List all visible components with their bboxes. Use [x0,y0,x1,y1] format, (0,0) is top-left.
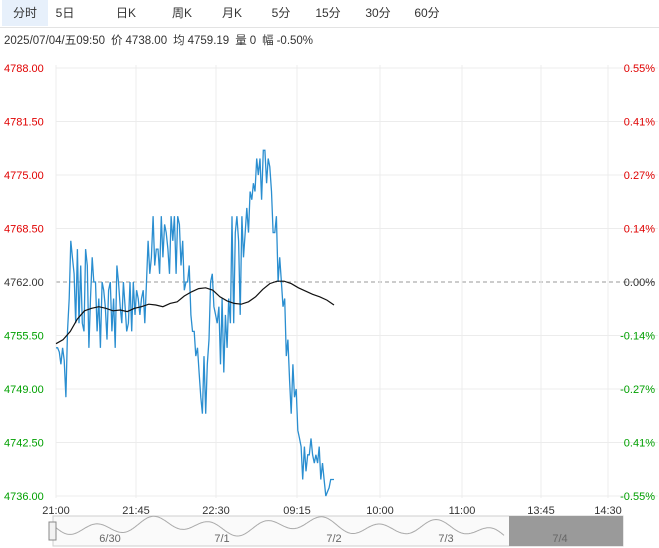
y-price-tick: 4749.00 [4,384,44,396]
x-tick-label: 14:30 [594,505,622,517]
tab-6[interactable]: 15分 [315,6,341,20]
quote-avg: 4759.19 [187,35,230,47]
quote-info-bar: 2025/07/04/五09:50 价 4738.00 均 4759.19 量 0 幅 -0.5… [4,32,319,48]
navigator-selection[interactable] [509,516,623,546]
price-label: 价 [111,35,123,47]
y-pct-tick: 0.14% [624,224,655,236]
y-pct-tick: -0.27% [620,384,655,396]
y-price-tick: 4775.00 [4,170,44,182]
y-pct-tick: -0.55% [620,491,655,503]
navigator-date-label: 7/2 [326,533,341,545]
volume-label: 量 [235,35,247,47]
tab-2[interactable]: 日K [115,6,136,20]
y-pct-tick: -0.14% [620,331,655,343]
tab-0[interactable]: 分时 [2,0,48,26]
tab-5[interactable]: 5分 [271,6,291,20]
y-price-tick: 4762.00 [4,277,44,289]
x-tick-label: 21:00 [42,505,70,517]
y-price-tick: 4788.00 [4,63,44,75]
navigator-left-handle[interactable] [48,521,57,541]
x-tick-label: 10:00 [366,505,394,517]
y-pct-tick: 0.41% [624,438,655,450]
tab-4[interactable]: 月K [221,6,242,20]
navigator-date-label: 7/4 [552,533,567,545]
quote-price: 4738.00 [125,35,168,47]
x-tick-label: 22:30 [202,505,230,517]
tab-1[interactable]: 5日 [55,6,75,20]
avg-series-line [55,280,335,345]
price-series-line [56,149,334,497]
y-price-tick: 4742.50 [4,438,44,450]
y-pct-tick: 0.55% [624,63,655,75]
tab-3[interactable]: 周K [171,6,192,20]
quote-datetime: 2025/07/04/五09:50 [4,35,106,47]
x-tick-label: 21:45 [122,505,150,517]
change-label: 幅 [262,35,274,47]
navigator-date-label: 7/1 [214,533,229,545]
navigator-date-label: 7/3 [438,533,453,545]
y-pct-tick: 0.00% [624,277,655,289]
period-tabs: 分时 5日 日K 周K 月K 5分 15分 30分 60分 [0,0,659,28]
y-price-tick: 4736.00 [4,491,44,503]
avg-label: 均 [173,35,185,47]
y-pct-tick: 0.41% [624,117,655,129]
x-tick-label: 09:15 [283,505,311,517]
x-tick-label: 11:00 [449,505,476,517]
y-price-tick: 4755.50 [4,331,44,343]
y-price-tick: 4781.50 [4,117,44,129]
quote-volume: 0 [249,35,257,47]
x-tick-label: 13:45 [527,505,555,517]
navigator-trace [53,515,505,537]
tab-7[interactable]: 30分 [365,6,391,20]
y-price-tick: 4768.50 [4,224,44,236]
y-pct-tick: 0.27% [624,170,655,182]
tab-8[interactable]: 60分 [414,6,440,20]
navigator-date-label: 6/30 [99,533,120,545]
quote-change: -0.50% [276,35,314,47]
